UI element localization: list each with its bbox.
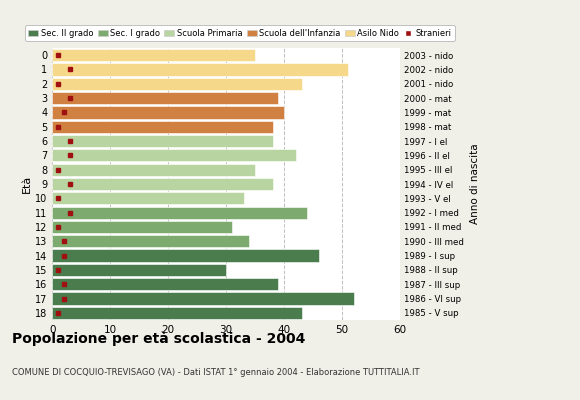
Bar — [52, 149, 296, 162]
Bar — [52, 292, 354, 305]
Y-axis label: Età: Età — [22, 175, 32, 193]
Y-axis label: Anno di nascita: Anno di nascita — [470, 144, 480, 224]
Bar — [52, 178, 273, 190]
Bar — [52, 49, 255, 61]
Bar — [52, 307, 302, 319]
Bar — [52, 164, 255, 176]
Legend: Sec. II grado, Sec. I grado, Scuola Primaria, Scuola dell'Infanzia, Asilo Nido, : Sec. II grado, Sec. I grado, Scuola Prim… — [25, 26, 455, 41]
Bar — [52, 221, 232, 233]
Bar — [52, 250, 319, 262]
Text: COMUNE DI COCQUIO-TREVISAGO (VA) - Dati ISTAT 1° gennaio 2004 - Elaborazione TUT: COMUNE DI COCQUIO-TREVISAGO (VA) - Dati … — [12, 368, 419, 377]
Text: Popolazione per età scolastica - 2004: Popolazione per età scolastica - 2004 — [12, 332, 305, 346]
Bar — [52, 63, 348, 76]
Bar — [52, 235, 249, 247]
Bar — [52, 206, 307, 219]
Bar — [52, 92, 278, 104]
Bar — [52, 121, 273, 133]
Bar — [52, 278, 278, 290]
Bar — [52, 264, 226, 276]
Bar — [52, 106, 284, 118]
Bar — [52, 192, 244, 204]
Bar — [52, 135, 273, 147]
Bar — [52, 78, 302, 90]
